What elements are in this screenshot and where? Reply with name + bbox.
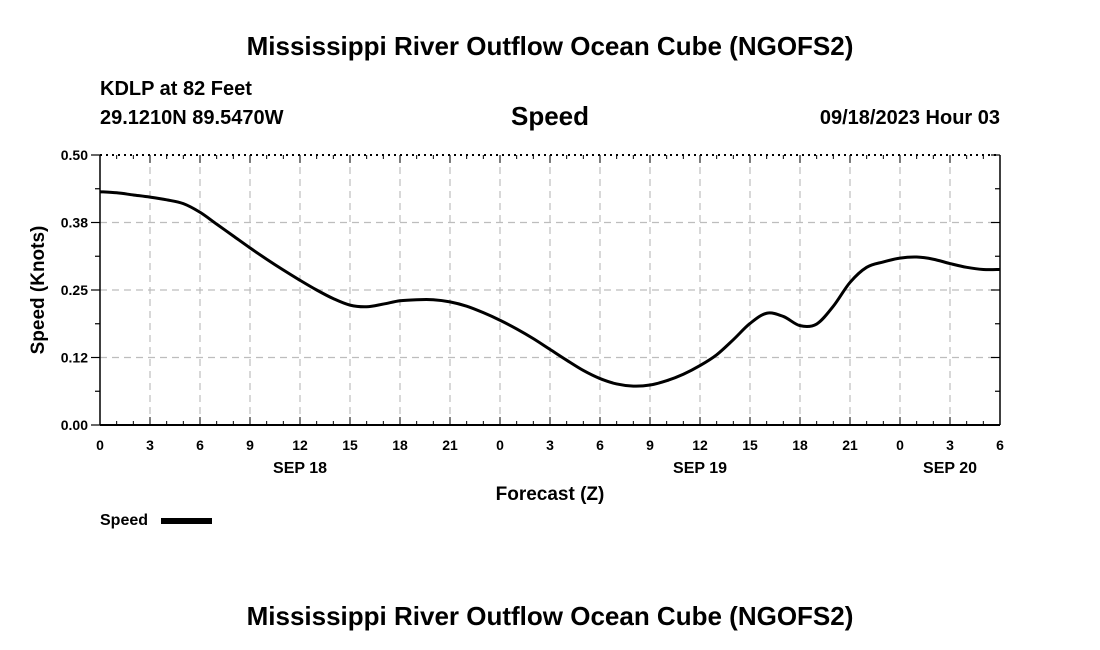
y-tick-label: 0.25 (61, 282, 88, 298)
y-tick-label: 0.38 (61, 215, 88, 231)
station-label: KDLP at 82 Feet (100, 78, 252, 100)
footer-title: Mississippi River Outflow Ocean Cube (NG… (247, 601, 854, 631)
series-group (99, 190, 1001, 388)
date-labels: SEP 18 SEP 19 SEP 20 (273, 460, 977, 477)
x-tick-label: 15 (342, 437, 358, 453)
legend: Speed (100, 512, 212, 529)
chart-subtitle: Speed (511, 101, 589, 131)
date-label: SEP 20 (923, 460, 977, 477)
x-tick-label: 3 (146, 437, 154, 453)
x-tick-label: 0 (896, 437, 904, 453)
axes (91, 154, 1001, 426)
coords-label: 29.1210N 89.5470W (100, 107, 284, 129)
x-axis-label: Forecast (Z) (496, 484, 605, 505)
y-tick-labels: 0.00 0.12 0.25 0.38 0.50 (61, 147, 88, 433)
x-tick-label: 15 (742, 437, 758, 453)
chart-title: Mississippi River Outflow Ocean Cube (NG… (247, 31, 854, 61)
date-label: SEP 18 (273, 460, 327, 477)
grid (100, 155, 1000, 425)
x-tick-label: 6 (996, 437, 1004, 453)
x-tick-label: 3 (946, 437, 954, 453)
speed-series-line (99, 190, 1001, 388)
date-label: SEP 19 (673, 460, 727, 477)
x-tick-label: 0 (496, 437, 504, 453)
x-tick-label: 21 (442, 437, 458, 453)
x-tick-label: 6 (596, 437, 604, 453)
x-tick-label: 12 (292, 437, 308, 453)
y-axis-label: Speed (Knots) (28, 226, 49, 355)
x-tick-label: 6 (196, 437, 204, 453)
x-tick-label: 12 (692, 437, 708, 453)
x-tick-label: 18 (792, 437, 808, 453)
y-tick-label: 0.00 (61, 417, 88, 433)
datetime-label: 09/18/2023 Hour 03 (820, 107, 1000, 129)
x-tick-label: 18 (392, 437, 408, 453)
y-tick-label: 0.50 (61, 147, 88, 163)
x-tick-label: 0 (96, 437, 104, 453)
legend-label: Speed (100, 512, 148, 529)
x-tick-label: 9 (246, 437, 254, 453)
x-tick-label: 3 (546, 437, 554, 453)
x-tick-label: 21 (842, 437, 858, 453)
x-tick-labels: 0 3 6 9 12 15 18 21 0 3 6 9 12 15 18 21 0 3 6 (96, 437, 1004, 453)
x-tick-label: 9 (646, 437, 654, 453)
y-tick-label: 0.12 (61, 350, 88, 366)
